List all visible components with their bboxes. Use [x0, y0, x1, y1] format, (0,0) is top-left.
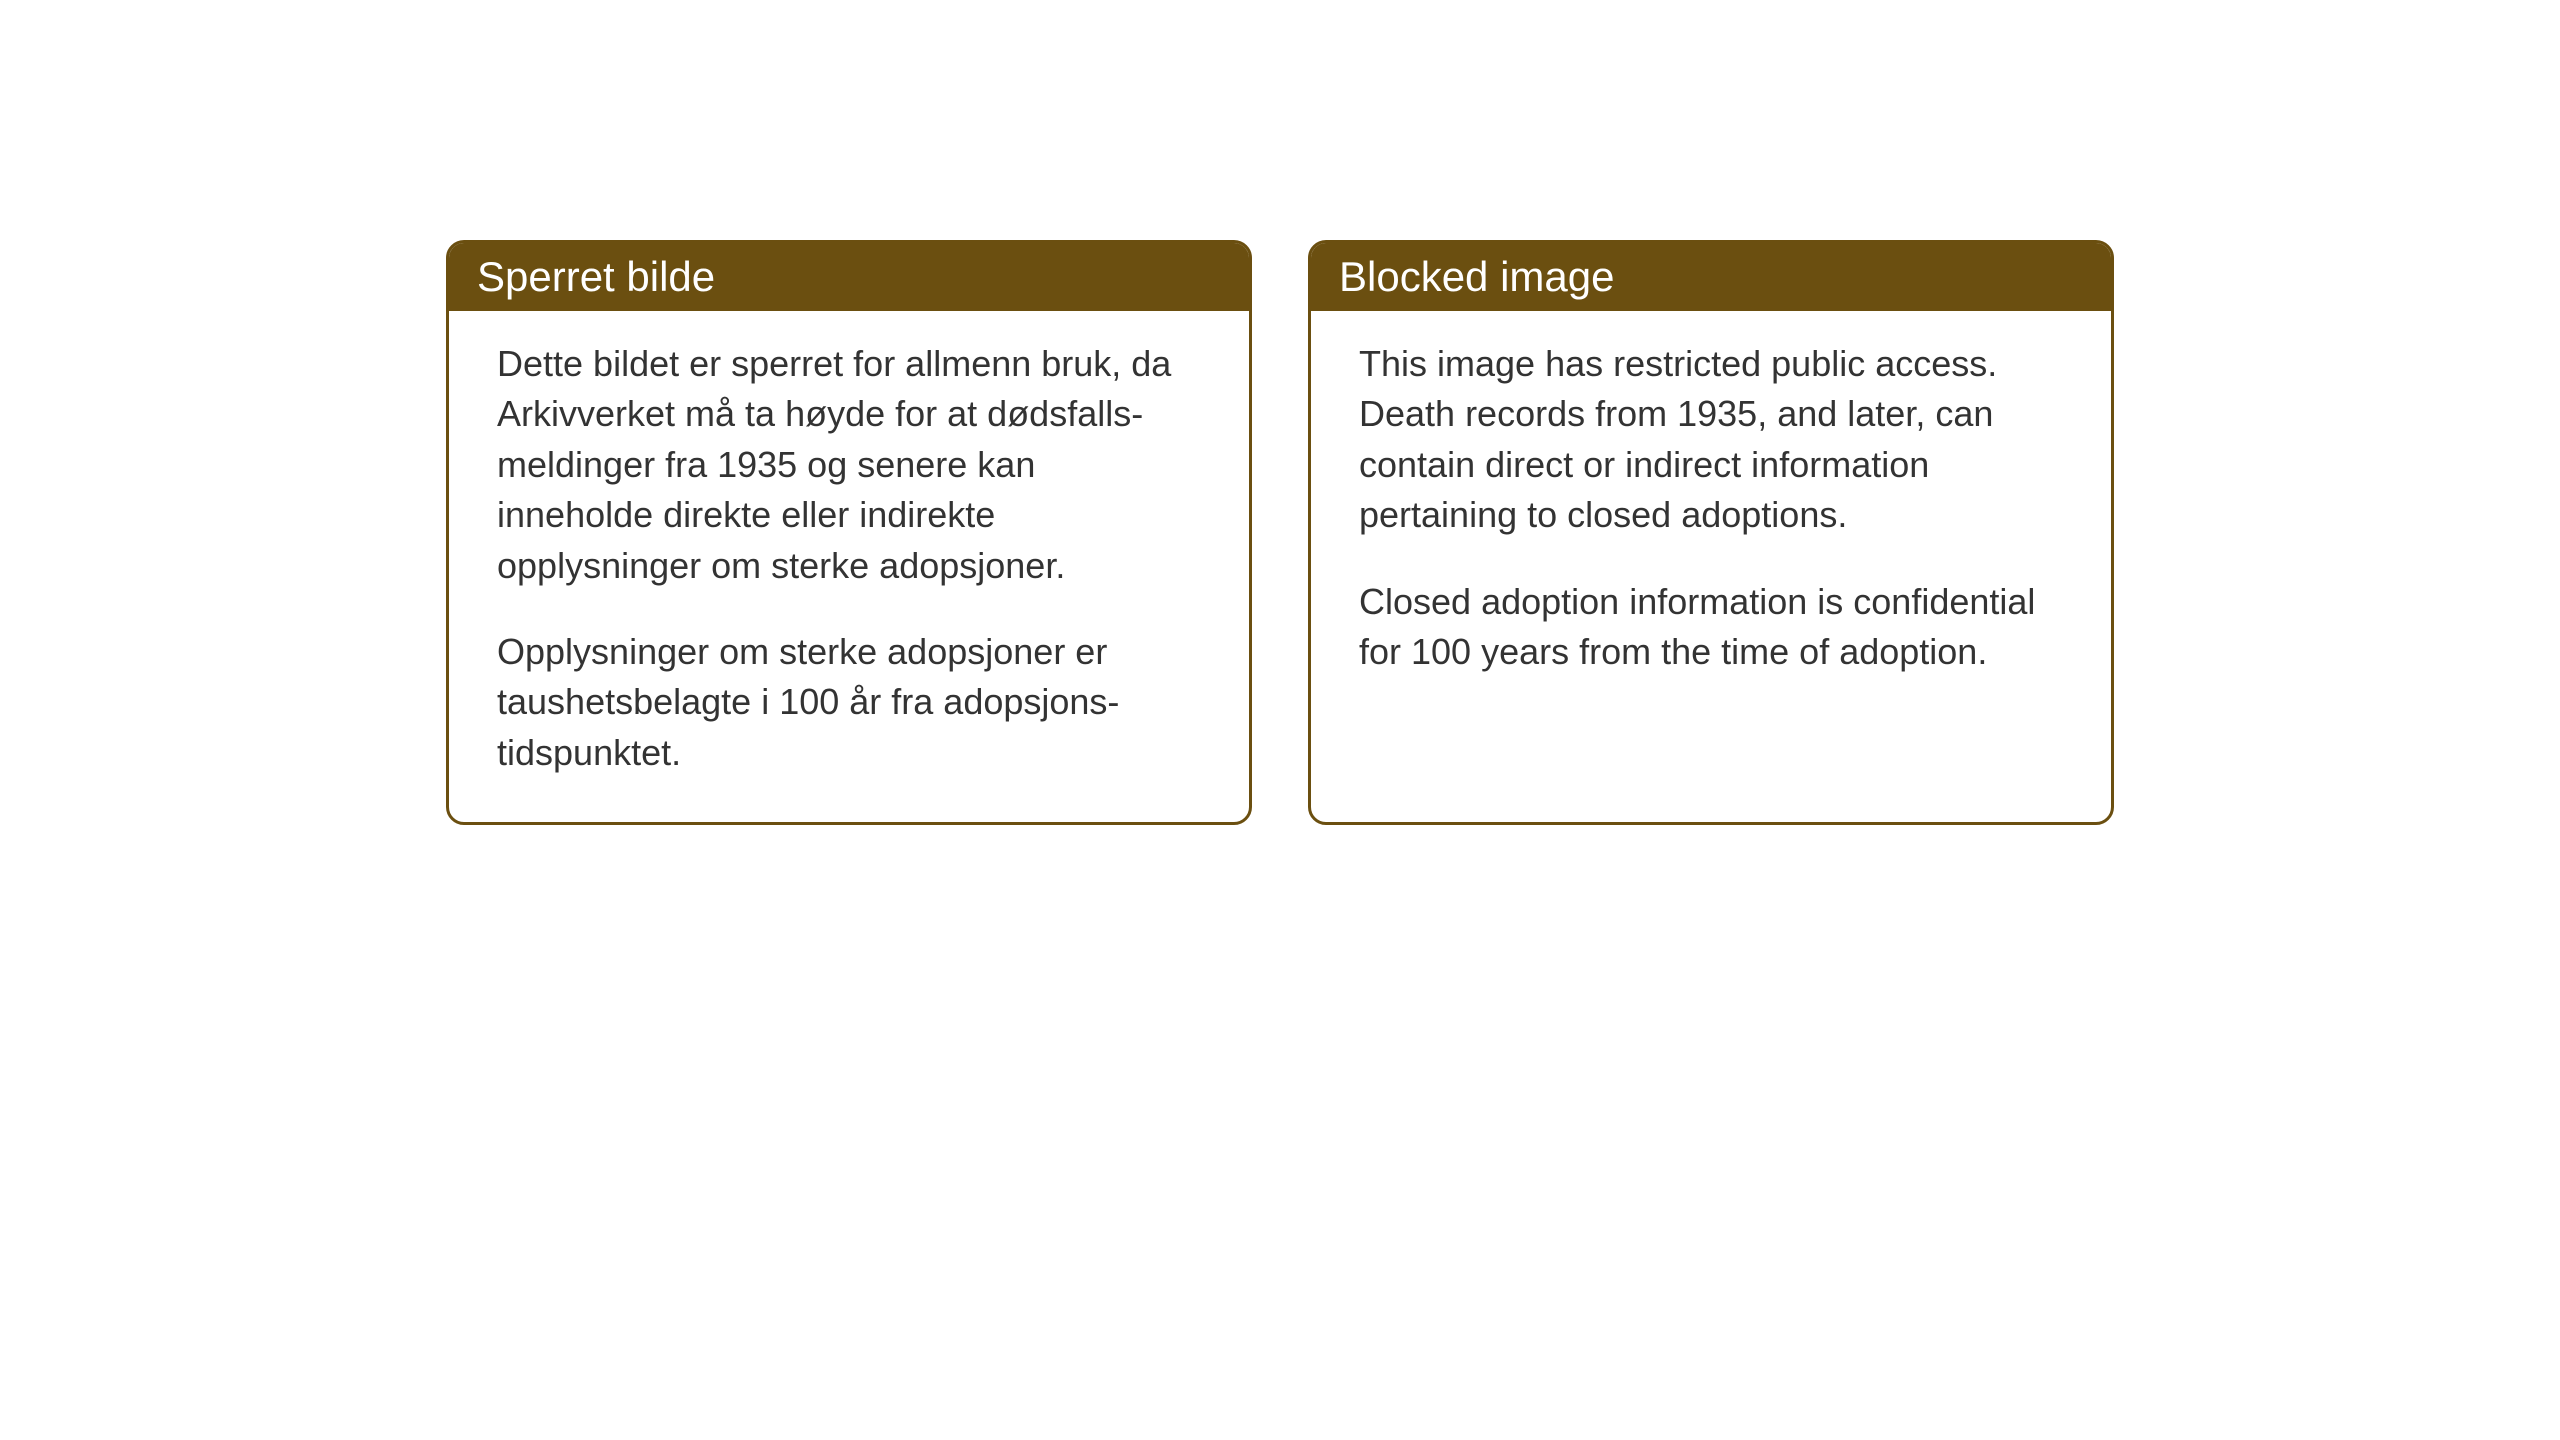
card-title-norwegian: Sperret bilde [477, 253, 715, 300]
card-paragraph: Closed adoption information is confident… [1359, 577, 2063, 678]
card-header-english: Blocked image [1311, 243, 2111, 311]
card-title-english: Blocked image [1339, 253, 1614, 300]
notice-card-norwegian: Sperret bilde Dette bildet er sperret fo… [446, 240, 1252, 825]
card-header-norwegian: Sperret bilde [449, 243, 1249, 311]
card-paragraph: Dette bildet er sperret for allmenn bruk… [497, 339, 1201, 591]
card-body-english: This image has restricted public access.… [1311, 311, 2111, 721]
notice-cards-container: Sperret bilde Dette bildet er sperret fo… [446, 240, 2114, 825]
notice-card-english: Blocked image This image has restricted … [1308, 240, 2114, 825]
card-body-norwegian: Dette bildet er sperret for allmenn bruk… [449, 311, 1249, 822]
card-paragraph: Opplysninger om sterke adopsjoner er tau… [497, 627, 1201, 778]
card-paragraph: This image has restricted public access.… [1359, 339, 2063, 541]
